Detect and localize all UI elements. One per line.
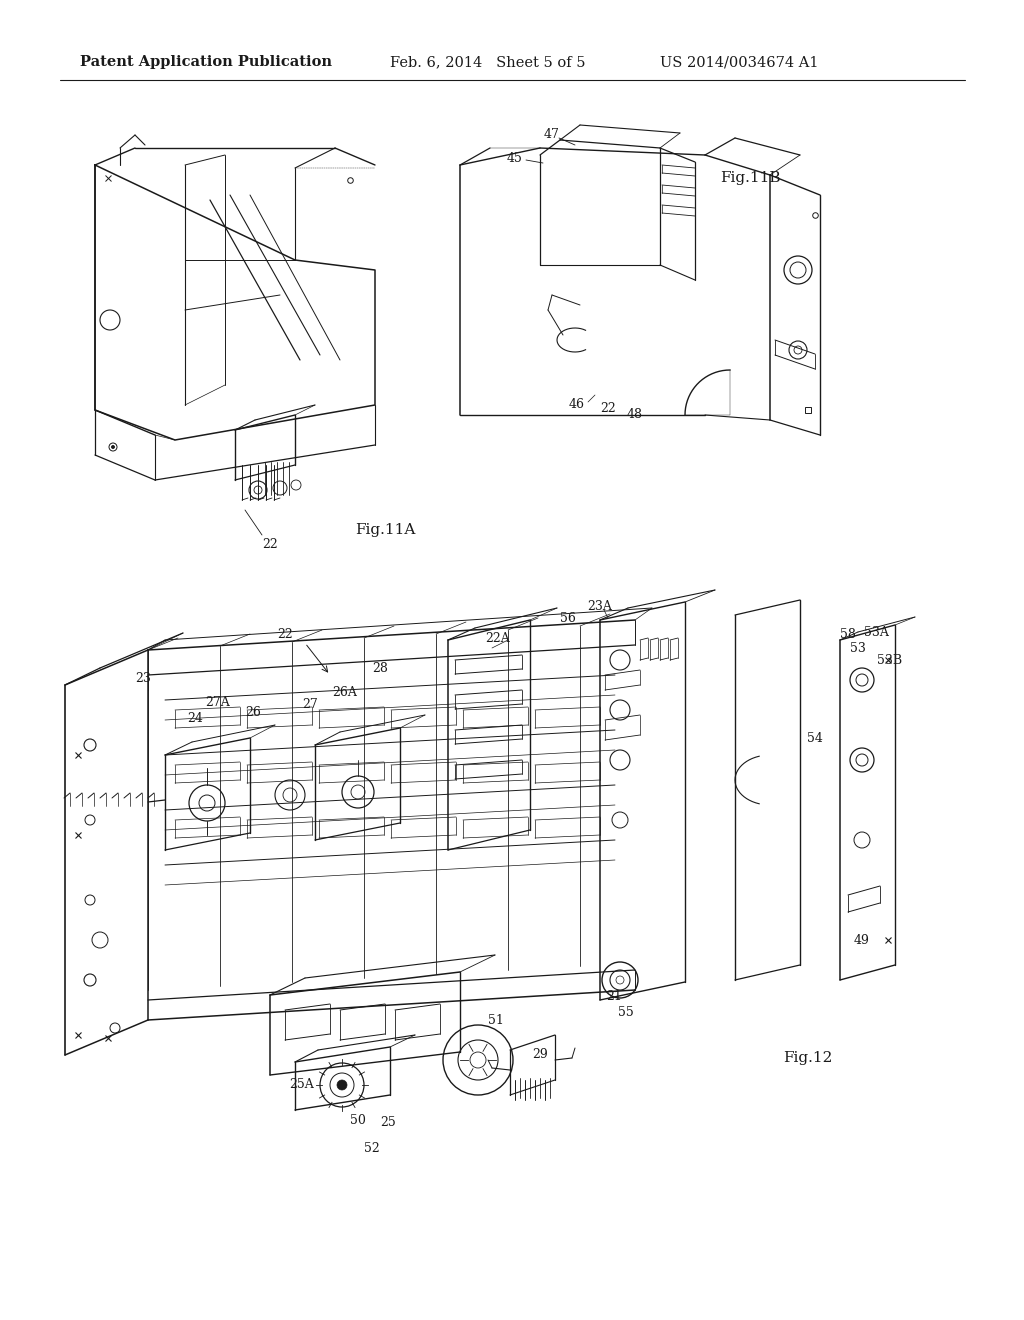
Text: Feb. 6, 2014   Sheet 5 of 5: Feb. 6, 2014 Sheet 5 of 5	[390, 55, 586, 69]
Text: 58: 58	[840, 628, 856, 642]
Text: 45: 45	[507, 152, 523, 165]
Text: 26: 26	[245, 705, 261, 718]
Text: 56: 56	[560, 611, 575, 624]
Circle shape	[337, 1080, 347, 1090]
Text: Fig.11B: Fig.11B	[720, 172, 780, 185]
Text: Fig.12: Fig.12	[783, 1051, 833, 1065]
Text: 22A: 22A	[485, 631, 510, 644]
Text: 53: 53	[850, 642, 866, 655]
Text: 50: 50	[350, 1114, 366, 1126]
Text: Fig.11A: Fig.11A	[354, 523, 415, 537]
Text: 28: 28	[372, 661, 388, 675]
Text: 26A: 26A	[333, 685, 357, 698]
Text: 51: 51	[488, 1014, 504, 1027]
Text: 21: 21	[606, 990, 622, 1003]
Text: 22: 22	[600, 401, 615, 414]
Text: 29: 29	[532, 1048, 548, 1061]
Text: 27: 27	[302, 698, 317, 711]
Text: 22: 22	[262, 539, 278, 552]
Text: 48: 48	[627, 408, 643, 421]
Text: 53B: 53B	[878, 653, 902, 667]
Circle shape	[112, 446, 115, 449]
Text: US 2014/0034674 A1: US 2014/0034674 A1	[660, 55, 818, 69]
Text: 46: 46	[569, 399, 585, 412]
Text: 23A: 23A	[588, 601, 612, 614]
Text: 23: 23	[135, 672, 151, 685]
Text: 25A: 25A	[290, 1078, 314, 1092]
Text: 47: 47	[544, 128, 560, 141]
Text: 54: 54	[807, 731, 823, 744]
Text: 27A: 27A	[206, 696, 230, 709]
Text: 24: 24	[187, 711, 203, 725]
Text: 49: 49	[854, 933, 870, 946]
Text: 53A: 53A	[863, 626, 889, 639]
Text: 22: 22	[278, 628, 293, 642]
Text: Patent Application Publication: Patent Application Publication	[80, 55, 332, 69]
Text: 25: 25	[380, 1115, 396, 1129]
Text: 52: 52	[365, 1142, 380, 1155]
Text: 55: 55	[618, 1006, 634, 1019]
